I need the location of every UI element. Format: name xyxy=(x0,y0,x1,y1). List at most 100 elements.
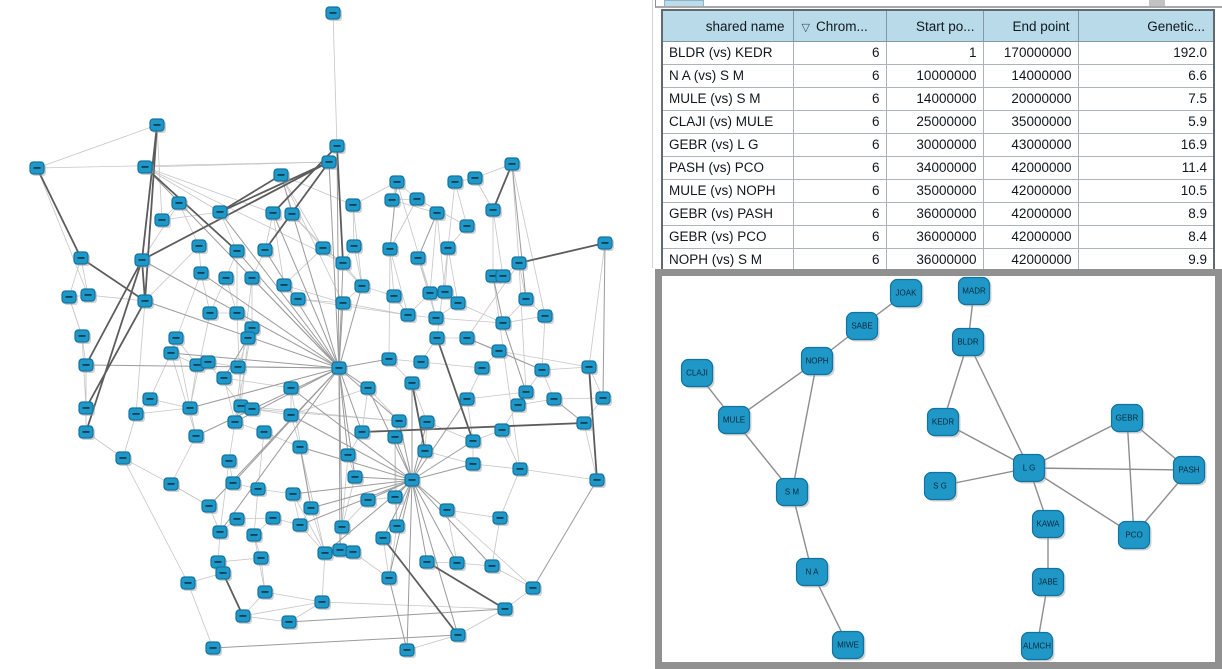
table-cell[interactable]: 42000000 xyxy=(982,225,1079,249)
main-network-node[interactable] xyxy=(74,329,91,344)
sub-network-node-jabe[interactable]: JABE xyxy=(1031,567,1066,598)
main-network-node[interactable] xyxy=(149,118,166,133)
main-network-node[interactable] xyxy=(525,581,542,596)
main-network-node[interactable] xyxy=(292,518,309,533)
main-network-node[interactable] xyxy=(335,256,352,271)
main-network-node[interactable] xyxy=(494,423,511,438)
main-network-node[interactable] xyxy=(163,477,180,492)
table-row[interactable]: BLDR (vs) KEDR 6 1 170000000 192.0 xyxy=(661,41,1215,65)
main-network-node[interactable] xyxy=(534,363,551,378)
main-network-node[interactable] xyxy=(400,308,417,323)
main-network-node[interactable] xyxy=(381,571,398,586)
main-network-node[interactable] xyxy=(492,511,509,526)
sub-network-node-pco[interactable]: PCO xyxy=(1117,520,1152,551)
main-network-node[interactable] xyxy=(429,206,446,221)
main-network-node[interactable] xyxy=(419,555,436,570)
table-cell[interactable]: 30000000 xyxy=(885,133,984,157)
main-network-node[interactable] xyxy=(375,531,392,546)
main-network-node[interactable] xyxy=(253,551,270,566)
table-cell[interactable]: 6 xyxy=(792,156,887,180)
main-network-node[interactable] xyxy=(200,355,217,370)
main-network-node[interactable] xyxy=(581,360,598,375)
network-view-sub[interactable]: JOAK MADR SABE NOPH BLDR CLAJI MULE KEDR GEBR L G… xyxy=(662,276,1215,662)
main-network-node[interactable] xyxy=(78,425,95,440)
main-network-node[interactable] xyxy=(240,331,257,346)
table-cell[interactable]: 42000000 xyxy=(982,179,1079,203)
table-cell[interactable]: 36000000 xyxy=(885,202,984,226)
main-network-node[interactable] xyxy=(399,643,416,658)
main-network-node[interactable] xyxy=(265,206,282,221)
sub-network-node-s-m[interactable]: S M xyxy=(775,477,810,508)
main-network-node[interactable] xyxy=(257,585,274,600)
main-network-node[interactable] xyxy=(283,381,300,396)
main-network-node[interactable] xyxy=(518,292,535,307)
table-row[interactable]: GEBR (vs) PCO 6 36000000 42000000 8.4 xyxy=(661,225,1215,249)
main-network-node[interactable] xyxy=(459,331,476,346)
main-network-node[interactable] xyxy=(137,294,154,309)
table-cell[interactable]: 192.0 xyxy=(1077,41,1215,65)
main-network-node[interactable] xyxy=(512,462,529,477)
sub-network-node-mule[interactable]: MULE xyxy=(717,405,752,436)
main-network-node[interactable] xyxy=(244,402,261,417)
main-network-node[interactable] xyxy=(491,344,508,359)
table-cell[interactable]: 6 xyxy=(792,64,887,88)
main-network-node[interactable] xyxy=(29,161,46,176)
main-network-node[interactable] xyxy=(273,168,290,183)
sub-network-node-l-g[interactable]: L G xyxy=(1012,453,1047,484)
main-network-node[interactable] xyxy=(422,286,439,301)
main-network-node[interactable] xyxy=(360,381,377,396)
main-network-node[interactable] xyxy=(246,528,263,543)
main-network-node[interactable] xyxy=(250,482,267,497)
table-cell[interactable]: 6 xyxy=(792,110,887,134)
main-network-node[interactable] xyxy=(518,385,535,400)
sub-network-node-n-a[interactable]: N A xyxy=(795,557,830,588)
table-cell[interactable]: 10.5 xyxy=(1077,179,1215,203)
main-network-node[interactable] xyxy=(244,321,261,336)
main-network-node[interactable] xyxy=(180,576,197,591)
main-network-node[interactable] xyxy=(409,192,426,207)
main-network-node[interactable] xyxy=(229,306,246,321)
table-row[interactable]: MULE (vs) S M 6 14000000 20000000 7.5 xyxy=(661,87,1215,111)
main-network-node[interactable] xyxy=(314,595,331,610)
table-cell[interactable]: 6.6 xyxy=(1077,64,1215,88)
main-network-node[interactable] xyxy=(137,160,154,175)
main-network-node[interactable] xyxy=(235,609,252,624)
table-row[interactable]: CLAJI (vs) MULE 6 25000000 35000000 5.9 xyxy=(661,110,1215,134)
table-cell[interactable]: 35000000 xyxy=(885,179,984,203)
main-network-node[interactable] xyxy=(440,241,457,256)
filter-icon[interactable]: ▽ xyxy=(801,21,810,34)
main-network-node[interactable] xyxy=(182,401,199,416)
main-network-node[interactable] xyxy=(537,309,554,324)
main-network-node[interactable] xyxy=(244,271,261,286)
main-network-node[interactable] xyxy=(292,440,309,455)
main-network-node[interactable] xyxy=(467,171,484,186)
main-network-node[interactable] xyxy=(163,346,180,361)
table-cell[interactable]: GEBR (vs) PASH xyxy=(661,202,794,226)
table-cell[interactable]: PASH (vs) PCO xyxy=(661,156,794,180)
main-network-node[interactable] xyxy=(202,306,219,321)
table-row[interactable]: NOPH (vs) S M 6 36000000 42000000 9.9 xyxy=(661,248,1215,273)
sub-network-node-madr[interactable]: MADR xyxy=(957,276,992,307)
main-network-node[interactable] xyxy=(381,352,398,367)
table-cell[interactable]: 8.9 xyxy=(1077,202,1215,226)
main-network-node[interactable] xyxy=(128,407,145,422)
table-cell[interactable]: MULE (vs) S M xyxy=(661,87,794,111)
table-cell[interactable]: 20000000 xyxy=(982,87,1079,111)
column-header-start-po-[interactable]: Start po... xyxy=(885,9,984,42)
main-network-node[interactable] xyxy=(495,316,512,331)
table-cell[interactable]: 36000000 xyxy=(885,248,984,273)
main-network-node[interactable] xyxy=(256,425,273,440)
column-header-genetic-[interactable]: Genetic... xyxy=(1077,9,1215,42)
main-network-node[interactable] xyxy=(413,355,430,370)
sub-network-node-noph[interactable]: NOPH xyxy=(800,346,835,377)
main-network-node[interactable] xyxy=(429,331,446,346)
main-network-node[interactable] xyxy=(216,371,233,386)
table-cell[interactable]: 6 xyxy=(792,87,887,111)
table-cell[interactable]: 14000000 xyxy=(885,87,984,111)
table-row[interactable]: PASH (vs) PCO 6 34000000 42000000 11.4 xyxy=(661,156,1215,180)
main-network-node[interactable] xyxy=(354,279,371,294)
main-network-node[interactable] xyxy=(345,198,362,213)
main-network-node[interactable] xyxy=(391,414,408,429)
main-network-node[interactable] xyxy=(283,408,300,423)
table-cell[interactable]: MULE (vs) NOPH xyxy=(661,179,794,203)
